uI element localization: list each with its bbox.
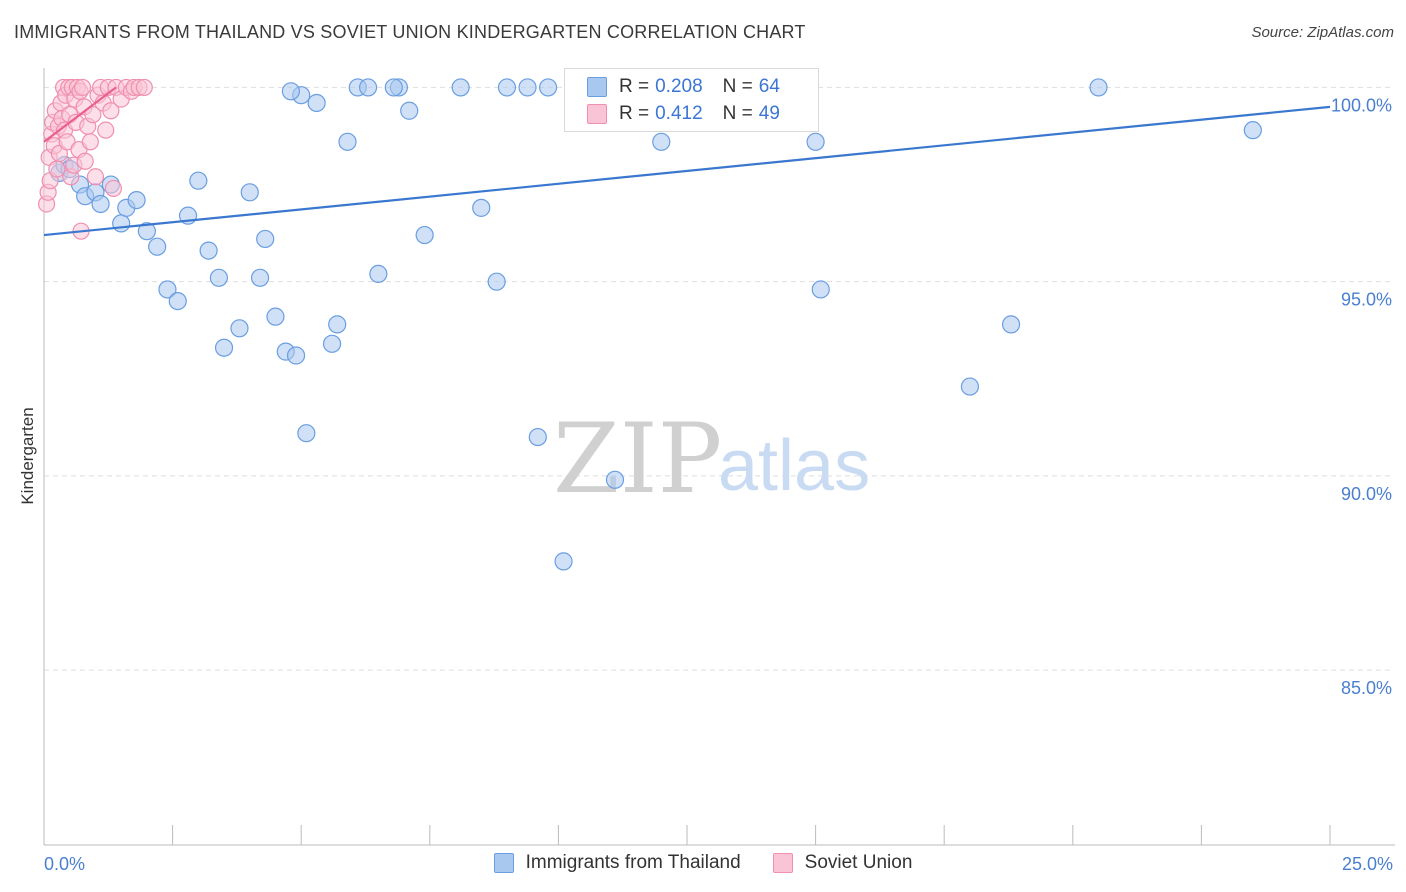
- thailand-point: [286, 346, 306, 365]
- soviet-point: [104, 179, 123, 198]
- x-tick-label: 0.0%: [44, 854, 85, 874]
- soviet-points: [37, 78, 153, 240]
- soviet-legend-label: Soviet Union: [804, 852, 913, 873]
- thailand-point: [554, 552, 573, 571]
- legend-item-thailand: Immigrants from Thailand: [493, 852, 741, 874]
- soviet-point: [102, 102, 120, 120]
- y-tick-label: 85.0%: [1341, 678, 1392, 698]
- y-tick-label: 95.0%: [1341, 290, 1392, 310]
- thailand-point: [528, 427, 547, 447]
- thailand-point: [328, 315, 347, 334]
- thailand-point: [605, 470, 625, 489]
- thailand-point: [250, 268, 270, 287]
- thailand-trend-line: [43, 105, 1331, 237]
- thailand-point: [539, 78, 558, 97]
- legend-row-thailand: R = 0.208 N = 64: [587, 74, 800, 100]
- stats-legend: R = 0.208 N = 64 R = 0.412 N = 49: [564, 68, 819, 132]
- watermark-atlas: atlas: [718, 426, 870, 506]
- soviet-swatch: [587, 104, 607, 124]
- legend-row-soviet: R = 0.412 N = 49: [587, 101, 800, 127]
- legend-item-soviet: Soviet Union: [772, 852, 913, 874]
- n-label: N =: [722, 76, 753, 97]
- thailand-point: [127, 190, 146, 210]
- thailand-point: [487, 272, 506, 291]
- r-value: 0.412: [655, 103, 703, 124]
- thailand-legend-label: Immigrants from Thailand: [525, 852, 741, 873]
- source-label: Source: ZipAtlas.com: [1251, 24, 1394, 41]
- grid-lines: [44, 86, 1390, 671]
- thailand-point: [369, 264, 388, 284]
- watermark: ZIP atlas: [553, 403, 870, 515]
- soviet-point: [86, 168, 105, 186]
- thailand-point: [297, 424, 316, 443]
- thailand-legend-swatch: [493, 853, 514, 873]
- thailand-point: [322, 334, 342, 353]
- n-label: N =: [722, 103, 753, 124]
- thailand-point: [307, 93, 326, 113]
- series-legend: Immigrants from Thailand Soviet Union: [0, 852, 1406, 874]
- x-tick-labels: 0.0% 25.0%: [44, 854, 1393, 874]
- thailand-point: [1001, 315, 1021, 334]
- watermark-zip: ZIP: [553, 403, 722, 515]
- thailand-point: [497, 78, 517, 97]
- soviet-point: [84, 106, 102, 124]
- soviet-point: [73, 78, 92, 97]
- thailand-point: [168, 292, 187, 311]
- thailand-point: [230, 319, 249, 338]
- thailand-point: [209, 268, 228, 287]
- n-value: 49: [758, 103, 780, 124]
- soviet-trend-line: [43, 86, 117, 143]
- soviet-legend-swatch: [772, 853, 793, 873]
- thailand-point: [338, 132, 357, 151]
- chart-title: IMMIGRANTS FROM THAILAND VS SOVIET UNION…: [14, 22, 806, 42]
- r-value: 0.208: [655, 76, 703, 97]
- thailand-point: [199, 241, 218, 260]
- thailand-point: [214, 338, 234, 357]
- thailand-point: [384, 78, 403, 97]
- thailand-point: [415, 225, 434, 245]
- thailand-point: [1243, 121, 1262, 140]
- soviet-point: [58, 133, 76, 151]
- thailand-point: [806, 132, 825, 151]
- thailand-point: [400, 101, 419, 120]
- thailand-point: [189, 171, 208, 190]
- thailand-point: [518, 78, 537, 97]
- thailand-point: [811, 280, 830, 299]
- soviet-point: [81, 133, 99, 151]
- r-label: R =: [619, 76, 650, 97]
- thailand-point: [266, 307, 285, 326]
- thailand-point: [91, 194, 110, 214]
- soviet-point: [135, 78, 153, 97]
- thailand-point: [652, 132, 671, 151]
- y-tick-label: 100.0%: [1331, 95, 1392, 115]
- thailand-point: [240, 183, 259, 202]
- x-tick-label: 25.0%: [1342, 854, 1393, 874]
- thailand-point: [1089, 78, 1108, 97]
- thailand-point: [451, 78, 470, 97]
- thailand-point: [256, 229, 275, 249]
- thailand-point: [281, 82, 301, 101]
- trend-lines: [43, 86, 1331, 237]
- thailand-point: [112, 214, 131, 233]
- thailand-point: [158, 280, 177, 299]
- thailand-point: [148, 237, 167, 256]
- r-label: R =: [619, 103, 650, 124]
- y-tick-labels: 100.0% 95.0% 90.0% 85.0%: [1331, 95, 1392, 698]
- thailand-point: [472, 198, 491, 217]
- soviet-point: [97, 121, 115, 139]
- y-tick-label: 90.0%: [1341, 484, 1392, 504]
- soviet-point: [76, 152, 94, 170]
- thailand-point: [137, 222, 156, 241]
- n-value: 64: [758, 76, 780, 97]
- thailand-point: [960, 377, 980, 396]
- data-points: [37, 78, 1262, 571]
- thailand-point: [358, 78, 378, 97]
- thailand-swatch: [587, 77, 607, 97]
